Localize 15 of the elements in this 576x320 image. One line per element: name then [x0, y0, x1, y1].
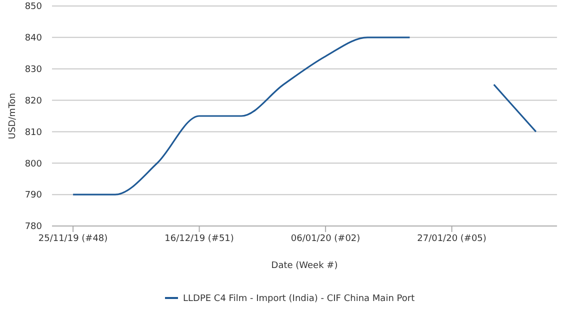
- x-tick-label: 16/12/19 (#51): [164, 234, 234, 244]
- x-tick-label: 27/01/20 (#05): [417, 234, 486, 244]
- y-tick-label: 830: [24, 65, 42, 76]
- y-tick-label: 790: [24, 190, 42, 201]
- y-tick-label: 850: [24, 2, 42, 12]
- x-axis-title: Date (Week #): [271, 261, 338, 271]
- y-tick-label: 810: [24, 128, 42, 138]
- y-tick-label: 840: [24, 34, 42, 44]
- legend-label: LLDPE C4 Film - Import (India) - CIF China Main Port: [183, 294, 416, 304]
- y-tick-label: 820: [24, 96, 42, 106]
- x-tick-label: 25/11/19 (#48): [38, 234, 108, 244]
- y-axis-title: USD/mTon: [8, 92, 18, 140]
- x-tick-label: 06/01/20 (#02): [290, 234, 360, 244]
- y-tick-label: 800: [24, 159, 42, 170]
- y-tick-label: 780: [24, 222, 42, 232]
